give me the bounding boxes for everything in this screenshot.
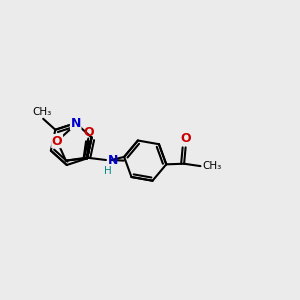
Text: O: O [180,132,191,145]
Text: O: O [84,126,94,139]
Text: O: O [52,135,62,148]
Text: CH₃: CH₃ [32,107,51,117]
Text: H: H [103,166,111,176]
Text: N: N [107,154,118,166]
Text: CH₃: CH₃ [203,161,222,171]
Text: N: N [70,117,81,130]
